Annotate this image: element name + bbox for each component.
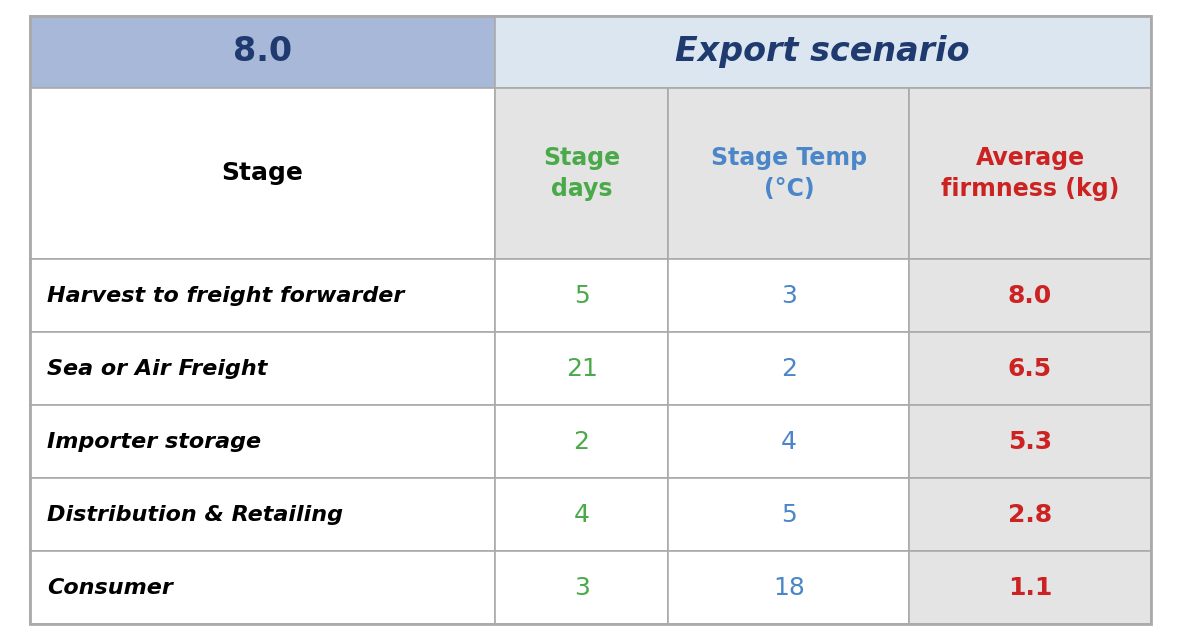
Bar — [30, 88, 494, 259]
Bar — [910, 88, 1150, 259]
Text: Importer storage: Importer storage — [47, 431, 261, 452]
Bar — [30, 405, 494, 478]
Bar — [494, 478, 668, 551]
Text: Stage
days: Stage days — [543, 146, 621, 201]
Text: Distribution & Retailing: Distribution & Retailing — [47, 504, 343, 525]
Bar — [910, 259, 1150, 332]
Text: 18: 18 — [773, 575, 805, 600]
Bar — [910, 551, 1150, 624]
Text: Export scenario: Export scenario — [675, 35, 970, 68]
Text: 5: 5 — [781, 502, 797, 527]
Bar — [494, 551, 668, 624]
Bar — [494, 16, 1150, 88]
Bar — [30, 259, 494, 332]
Bar — [668, 88, 910, 259]
Text: 2.8: 2.8 — [1008, 502, 1053, 527]
Text: 2: 2 — [573, 429, 590, 454]
Bar — [494, 332, 668, 405]
Text: 4: 4 — [781, 429, 797, 454]
Text: 1.1: 1.1 — [1008, 575, 1053, 600]
Text: 8.0: 8.0 — [1008, 284, 1053, 308]
Text: 2: 2 — [781, 356, 797, 381]
Bar — [494, 405, 668, 478]
Bar — [668, 332, 910, 405]
Text: Consumer: Consumer — [47, 577, 173, 598]
Text: Sea or Air Freight: Sea or Air Freight — [47, 358, 268, 379]
Bar — [668, 478, 910, 551]
Bar — [668, 551, 910, 624]
Bar — [668, 405, 910, 478]
Text: Harvest to freight forwarder: Harvest to freight forwarder — [47, 285, 405, 306]
Bar — [30, 332, 494, 405]
Text: 3: 3 — [781, 284, 797, 308]
Text: Stage Temp
(°C): Stage Temp (°C) — [710, 146, 867, 201]
Bar — [910, 332, 1150, 405]
Text: Average
firmness (kg): Average firmness (kg) — [940, 146, 1119, 201]
Bar — [494, 88, 668, 259]
Text: 3: 3 — [573, 575, 590, 600]
Bar — [30, 16, 494, 88]
Bar — [668, 259, 910, 332]
Bar — [30, 551, 494, 624]
Bar — [30, 478, 494, 551]
Text: 5.3: 5.3 — [1008, 429, 1053, 454]
Bar — [910, 478, 1150, 551]
Text: Stage: Stage — [221, 161, 303, 186]
Text: 6.5: 6.5 — [1008, 356, 1053, 381]
Bar — [494, 259, 668, 332]
Text: 8.0: 8.0 — [232, 35, 291, 68]
Text: 5: 5 — [573, 284, 590, 308]
Text: 4: 4 — [573, 502, 590, 527]
Text: 21: 21 — [565, 356, 597, 381]
Bar — [910, 405, 1150, 478]
